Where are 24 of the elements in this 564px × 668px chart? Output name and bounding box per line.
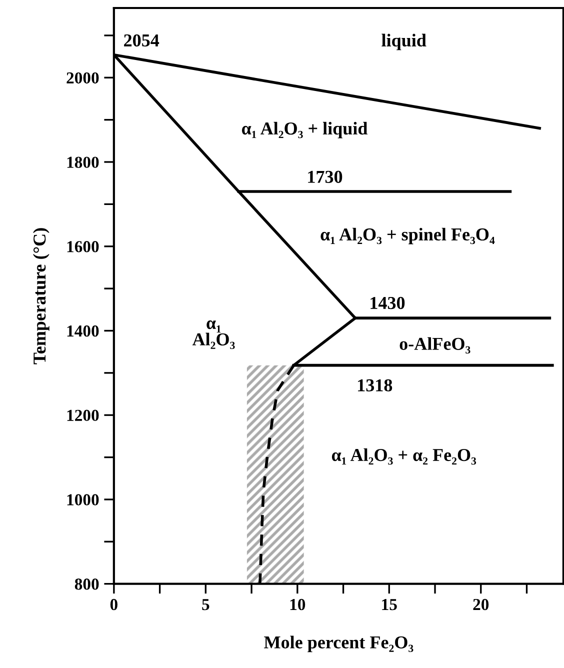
x-tick-label: 15 xyxy=(382,598,397,610)
annotation: α₁ Al₂O₃ + liquid xyxy=(242,122,368,138)
y-tick-label: 800 xyxy=(74,578,99,590)
y-tick-label: 1200 xyxy=(67,410,99,422)
annotation: α₁ Al₂O₃ + α₂ Fe₂O₃ xyxy=(332,448,476,465)
annotation: o-AlFeO₃ xyxy=(400,337,470,354)
annotation: 1730 xyxy=(308,170,342,183)
annotation: 1430 xyxy=(370,296,405,310)
x-tick-label: 0 xyxy=(110,598,118,610)
annotation: α₁ Al₂O₃ xyxy=(192,320,235,350)
y-tick-label: 1400 xyxy=(67,325,99,337)
annotation: 2054 xyxy=(124,34,160,47)
y-tick-label: 2000 xyxy=(66,72,99,84)
x-tick-label: 20 xyxy=(473,598,489,610)
annotation: liquid xyxy=(382,34,426,50)
y-axis-title: Temperature (°C) xyxy=(32,228,50,364)
y-tick-label: 1000 xyxy=(67,494,99,506)
x-tick-label: 10 xyxy=(290,598,306,610)
x-axis-title: Mole percent Fe₂O₃ xyxy=(264,636,414,652)
y-tick-label: 1800 xyxy=(67,156,99,168)
y-tick-label: 1600 xyxy=(67,241,99,252)
x-tick-label: 5 xyxy=(202,599,210,610)
annotation: 1318 xyxy=(358,379,392,392)
annotation: α₁ Al₂O₃ + spinel Fe₃O₄ xyxy=(320,228,495,244)
